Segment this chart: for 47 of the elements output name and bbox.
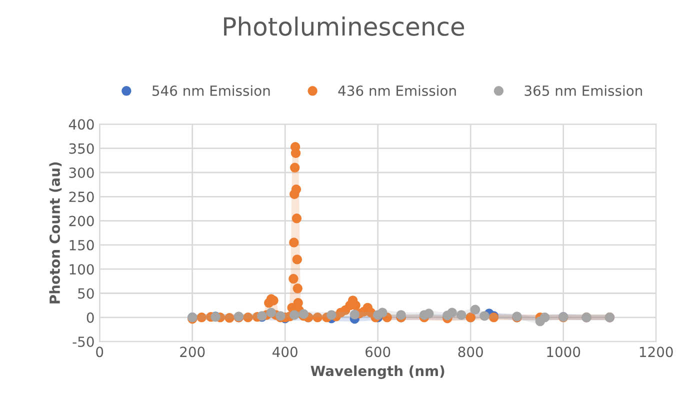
legend-label: 436 nm Emission: [338, 85, 456, 96]
point: [266, 308, 276, 318]
point: [290, 148, 301, 158]
x-axis-title: Wavelength (nm): [310, 365, 444, 379]
point: [447, 308, 457, 318]
x-tick-label: 600: [366, 346, 390, 358]
y-tick-label: 400: [68, 119, 94, 130]
x-tick-label: 0: [96, 346, 104, 358]
point: [224, 313, 234, 323]
y-tick-label: 0: [86, 312, 94, 323]
point: [290, 162, 300, 173]
chart-title: Photoluminescence: [224, 16, 464, 36]
point: [396, 310, 406, 320]
point: [350, 310, 360, 320]
point: [292, 214, 302, 224]
y-tick-label: -50: [72, 336, 94, 348]
point: [312, 312, 322, 322]
point: [243, 312, 253, 322]
y-tick-label: 100: [70, 264, 94, 275]
point: [292, 284, 302, 294]
y-tick-label: 300: [69, 167, 94, 178]
point: [288, 274, 298, 284]
y-tick-label: 150: [70, 240, 94, 250]
y-tick-label: 200: [69, 216, 94, 226]
x-tick-label: 1000: [547, 346, 580, 358]
point: [378, 308, 388, 318]
y-tick-label: 50: [78, 288, 94, 299]
x-tick-label: 200: [180, 346, 205, 358]
point: [480, 311, 490, 321]
y-axis-title: Photon Count (au): [49, 162, 62, 304]
point: [424, 308, 434, 318]
point: [290, 310, 300, 320]
point: [540, 312, 550, 322]
x-tick-label: 1200: [640, 346, 673, 358]
point: [470, 304, 480, 315]
y-tick-label: 250: [69, 192, 94, 202]
point: [456, 310, 466, 320]
legend-label: 546 nm Emission: [152, 85, 270, 96]
point: [289, 238, 299, 248]
point: [196, 312, 206, 322]
legend-label: 365 nm Emission: [524, 85, 642, 96]
point: [291, 184, 302, 194]
x-tick-label: 400: [272, 346, 298, 358]
y-tick-label: 350: [69, 143, 94, 154]
x-tick-label: 800: [458, 346, 483, 358]
point: [326, 310, 336, 320]
point: [292, 254, 302, 264]
